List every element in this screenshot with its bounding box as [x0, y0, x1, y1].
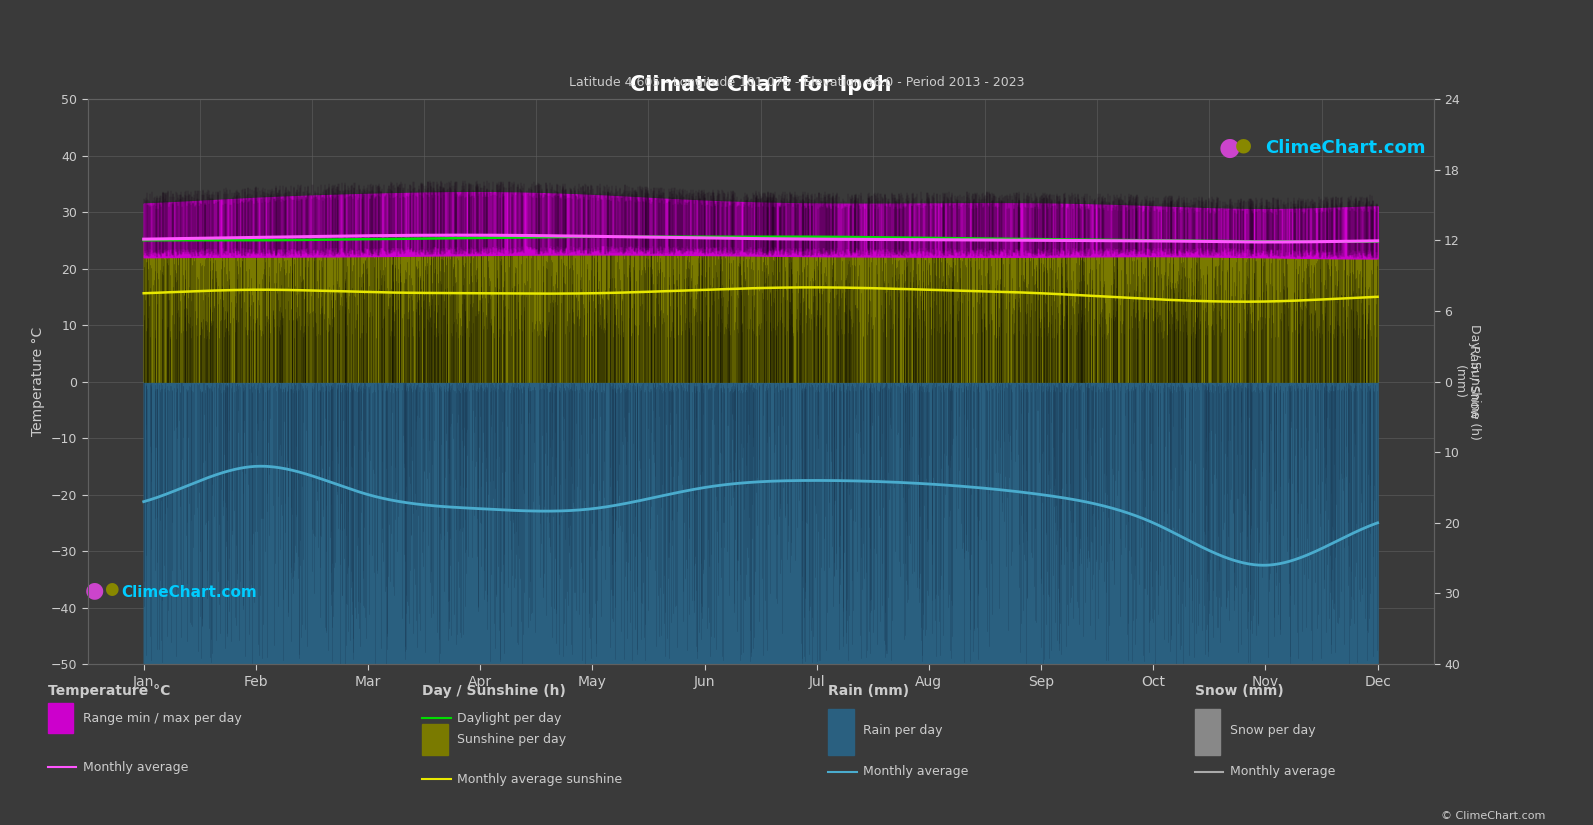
- Y-axis label: Temperature °C: Temperature °C: [32, 327, 45, 436]
- Text: ●: ●: [1235, 136, 1252, 155]
- Y-axis label: Rain / Snow
(mm): Rain / Snow (mm): [1453, 345, 1481, 418]
- Text: Temperature °C: Temperature °C: [48, 684, 170, 698]
- Text: Snow per day: Snow per day: [1230, 724, 1316, 737]
- Text: ●: ●: [1219, 136, 1241, 160]
- Text: ●: ●: [104, 581, 118, 598]
- Y-axis label: Day / Sunshine (h): Day / Sunshine (h): [1467, 323, 1481, 440]
- Bar: [48, 703, 73, 733]
- Bar: [1195, 709, 1220, 755]
- Text: Monthly average sunshine: Monthly average sunshine: [457, 773, 623, 785]
- Text: ClimeChart.com: ClimeChart.com: [121, 585, 256, 600]
- Text: Monthly average: Monthly average: [83, 761, 188, 774]
- Text: Monthly average: Monthly average: [863, 765, 969, 778]
- Text: Rain per day: Rain per day: [863, 724, 943, 737]
- Text: Monthly average: Monthly average: [1230, 765, 1335, 778]
- Bar: [422, 724, 448, 755]
- Text: Snow (mm): Snow (mm): [1195, 684, 1284, 698]
- Text: ●: ●: [84, 581, 104, 601]
- Text: © ClimeChart.com: © ClimeChart.com: [1440, 811, 1545, 821]
- Text: Daylight per day: Daylight per day: [457, 712, 562, 724]
- Text: ClimeChart.com: ClimeChart.com: [1265, 139, 1426, 157]
- Text: Range min / max per day: Range min / max per day: [83, 712, 242, 724]
- Text: Sunshine per day: Sunshine per day: [457, 733, 567, 746]
- Title: Climate Chart for Ipoh: Climate Chart for Ipoh: [629, 75, 892, 95]
- Text: Day / Sunshine (h): Day / Sunshine (h): [422, 684, 566, 698]
- Text: Rain (mm): Rain (mm): [828, 684, 910, 698]
- Bar: [828, 709, 854, 755]
- Text: Latitude 4.605 - Longitude 101.075 - Elevation 46.0 - Period 2013 - 2023: Latitude 4.605 - Longitude 101.075 - Ele…: [569, 76, 1024, 89]
